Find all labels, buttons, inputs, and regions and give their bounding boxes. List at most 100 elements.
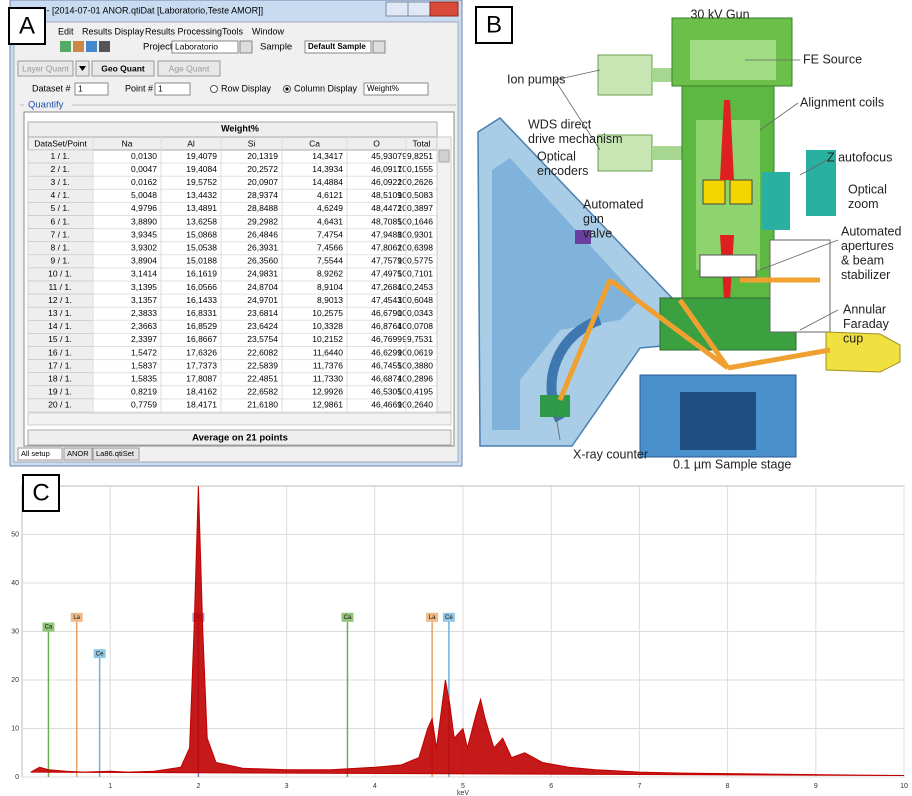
spinner[interactable] (74, 82, 109, 96)
x-tick-label: 1 (108, 783, 112, 790)
label: Sample (260, 42, 292, 53)
table-cell: 100,0708 (398, 321, 434, 331)
combo-box[interactable] (304, 40, 372, 54)
x-tick-label: 8 (726, 783, 730, 790)
table-cell: 0,8219 (131, 387, 157, 397)
table-cell: 18,4162 (186, 387, 217, 397)
menu-item[interactable]: Window (252, 26, 285, 36)
table-cell: 13,6258 (186, 216, 217, 226)
table-cell: 2,3833 (131, 308, 157, 318)
radio-dot (285, 87, 289, 91)
y-tick-label: 40 (11, 580, 19, 587)
toolbar-icon[interactable] (73, 41, 84, 52)
menu-item[interactable]: Edit (58, 26, 74, 36)
table-cell: 12,9861 (312, 400, 343, 410)
table-cell: 46,4669 (371, 400, 402, 410)
row-label: 9 / 1. (51, 256, 70, 266)
combo-box[interactable] (171, 40, 239, 54)
y-tick-label: 20 (11, 677, 19, 684)
table-cell: 24,9701 (247, 295, 278, 305)
table-cell: 47,4543 (371, 295, 402, 305)
x-tick-label: 9 (814, 783, 818, 790)
button-label[interactable]: Geo Quant (101, 63, 145, 73)
panel-label-box (8, 7, 46, 45)
button[interactable] (157, 60, 221, 77)
table-cell: 100,1646 (398, 216, 434, 226)
table-cell: 19,5752 (186, 177, 217, 187)
table-cell: 100,2453 (398, 282, 434, 292)
table-cell: 100,5775 (398, 256, 434, 266)
radio-button[interactable] (210, 85, 218, 93)
table-cell: 48,5109 (371, 190, 402, 200)
button[interactable] (17, 60, 74, 77)
button-label[interactable]: Age Quant (169, 63, 210, 73)
toolbar-icon[interactable] (99, 41, 110, 52)
element-label: Ca (344, 615, 352, 621)
close-button[interactable] (429, 1, 459, 17)
group-label-bg (24, 99, 72, 111)
menu-item[interactable]: Results Display (82, 26, 145, 36)
tab[interactable] (17, 447, 63, 461)
row-label: 3 / 1. (51, 177, 70, 187)
row-label: 19 / 1. (48, 387, 72, 397)
diagram-label: apertures (841, 239, 894, 253)
table-cell: 16,8667 (186, 334, 217, 344)
tab[interactable] (92, 447, 140, 461)
tab-label[interactable]: All setup (21, 449, 50, 458)
row-label: 12 / 1. (48, 295, 72, 305)
diagram-label: Ion pumps (507, 72, 565, 86)
table-cell: 19,4079 (186, 151, 217, 161)
element-label: La (73, 615, 80, 621)
table-cell: 3,9302 (131, 243, 157, 253)
y-tick-label: 0 (15, 774, 19, 781)
row-label: 11 / 1. (49, 282, 72, 292)
x-tick-label: 2 (196, 783, 200, 790)
vertical-scrollbar[interactable] (436, 136, 452, 413)
table-cell: 46,0917 (371, 164, 402, 174)
combo-arrow[interactable] (372, 40, 386, 54)
minimize-button[interactable] (385, 1, 409, 17)
diagram-label: Automated (841, 224, 902, 238)
table-cell: 47,8062 (371, 243, 402, 253)
button-label[interactable]: Layer Quant (22, 63, 69, 73)
table-cell: 46,5305 (371, 387, 402, 397)
horizontal-scrollbar[interactable] (27, 412, 452, 426)
tab-label[interactable]: La86.qtiSet (96, 449, 135, 458)
combo-arrow[interactable] (239, 40, 253, 54)
table-cell: 26,3931 (247, 243, 278, 253)
menu-item[interactable]: Results Processing (145, 26, 222, 36)
table-cell: 28,8488 (247, 203, 278, 213)
table-cell: 100,4195 (398, 387, 434, 397)
x-tick-label: 3 (285, 783, 289, 790)
y-tick-label: 10 (11, 725, 19, 732)
tab[interactable] (63, 447, 93, 461)
column-header: Si (248, 138, 256, 148)
menu-item[interactable]: Tools (222, 26, 244, 36)
spinner-value: 1 (78, 83, 83, 93)
table-cell: 48,4472 (371, 203, 402, 213)
toolbar-icon[interactable] (86, 41, 97, 52)
table-cell: 100,6398 (398, 243, 434, 253)
table-cell: 23,6424 (247, 321, 278, 331)
element-label: Ce (96, 651, 104, 657)
element-tag (442, 612, 455, 622)
maximize-button[interactable] (407, 1, 431, 17)
table-cell: 16,1619 (186, 269, 217, 279)
table-frame (23, 111, 455, 447)
button[interactable] (91, 60, 155, 77)
panel-label: A (19, 12, 35, 39)
toolbar-icon[interactable] (60, 41, 71, 52)
scroll-thumb[interactable] (438, 149, 450, 163)
table-cell: 17,6326 (186, 347, 217, 357)
spinner[interactable] (154, 82, 191, 96)
diagram-label: encoders (537, 164, 588, 178)
label: Point # (125, 83, 153, 93)
table-cell: 15,0538 (186, 243, 217, 253)
table-cell: 26,3560 (247, 256, 278, 266)
table-cell: 100,6048 (398, 295, 434, 305)
table-cell: 46,8764 (371, 321, 402, 331)
diagram-label: Alignment coils (800, 95, 884, 109)
combo-box[interactable] (363, 82, 429, 96)
table-cell: 22,5839 (247, 360, 278, 370)
tab-label[interactable]: ANOR (67, 449, 89, 458)
